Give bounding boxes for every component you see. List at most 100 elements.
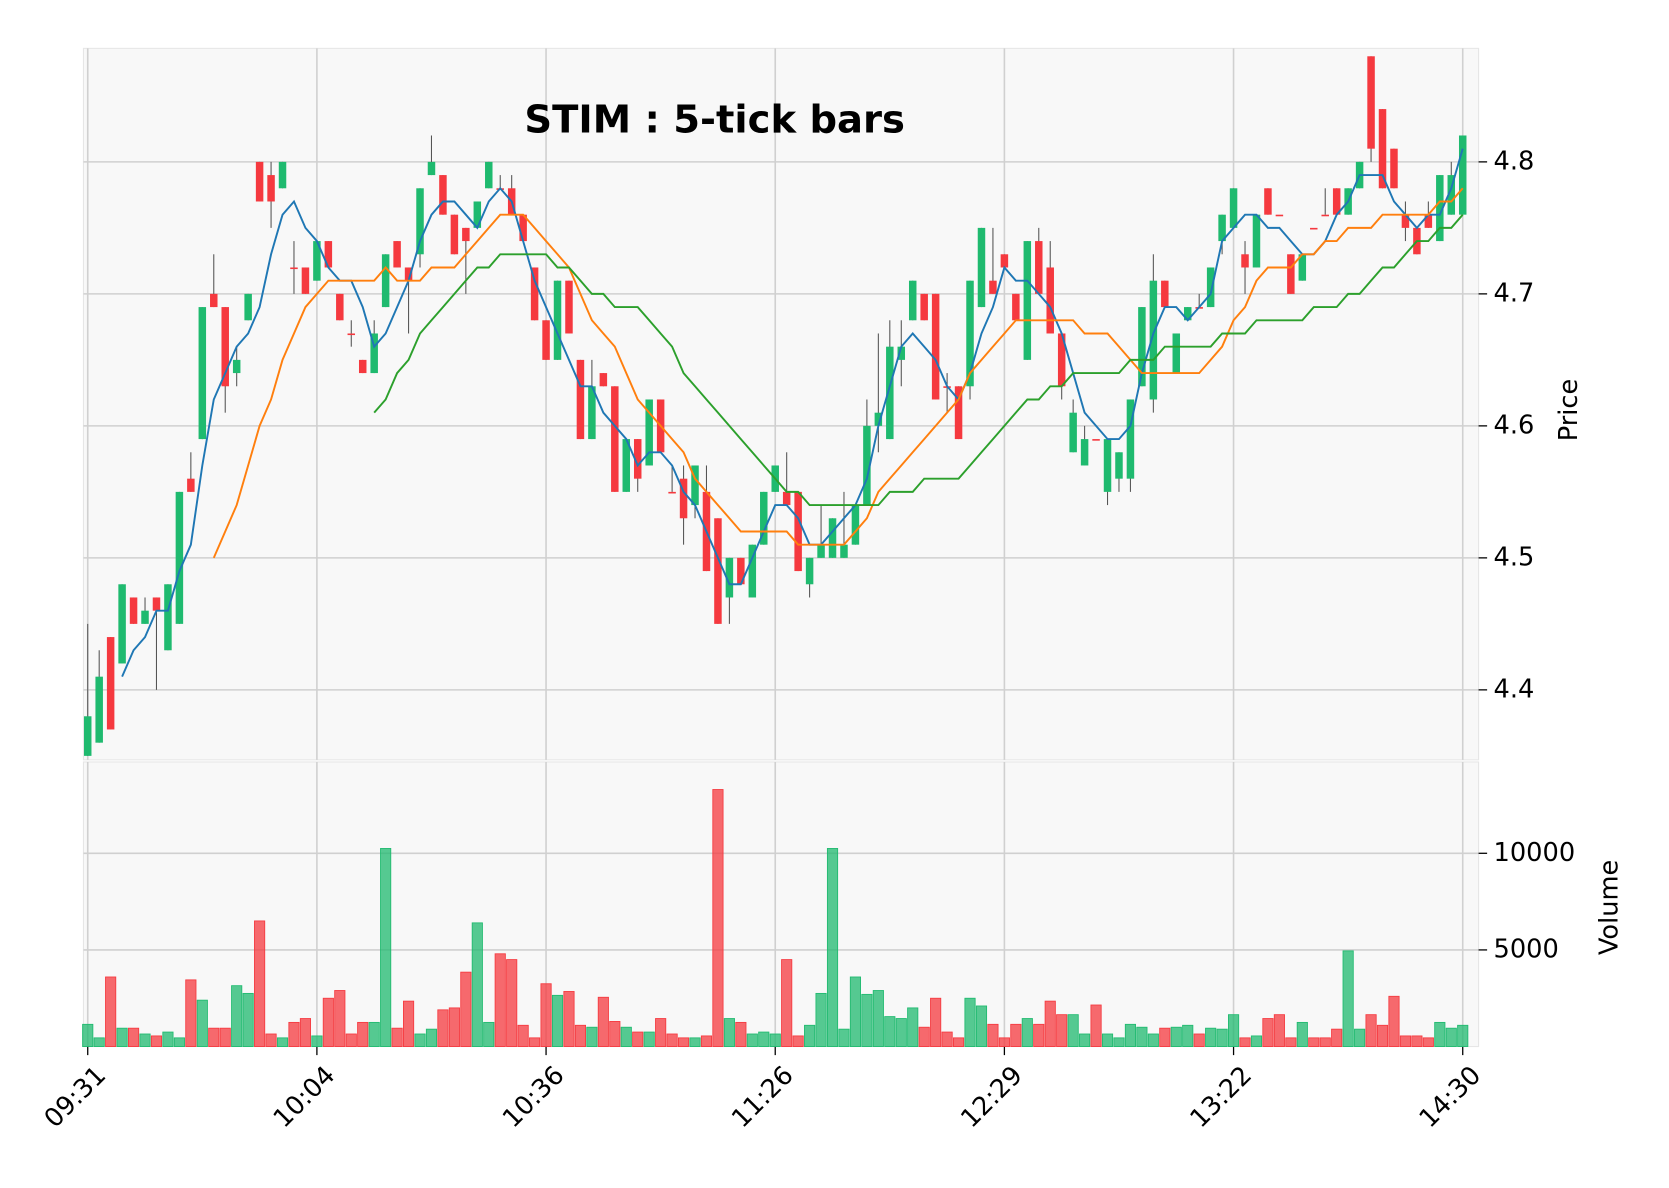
moving-average-line: [373, 214, 1464, 507]
candle-body: [542, 320, 550, 360]
candle-body: [611, 386, 619, 492]
candle-body: [278, 161, 287, 189]
volume-bar: [1101, 1033, 1114, 1047]
volume-bar: [1033, 1023, 1045, 1047]
candle-body: [255, 161, 264, 202]
candle-body: [473, 201, 482, 228]
candle-body: [1000, 254, 1009, 268]
volume-bar: [918, 1026, 930, 1047]
candle-body: [794, 491, 802, 572]
volume-bar: [437, 1009, 449, 1047]
volume-bar: [1067, 1014, 1079, 1047]
candle-body: [760, 491, 768, 545]
volume-bar: [1216, 1028, 1228, 1047]
candle-body: [95, 676, 103, 743]
volume-bar: [483, 1021, 495, 1047]
candle-body: [198, 307, 207, 440]
volume-bar: [460, 971, 472, 1047]
volume-bar: [208, 1027, 220, 1047]
volume-bar: [1388, 995, 1400, 1047]
price-panel: [82, 47, 1480, 761]
candle-body: [805, 557, 814, 585]
volume-bar: [895, 1018, 907, 1047]
volume-axis-label: Volume: [1595, 860, 1625, 955]
candle-body: [1436, 175, 1444, 242]
candle-body: [301, 267, 310, 294]
volume-bar: [139, 1033, 151, 1047]
volume-bar: [551, 994, 564, 1047]
candle-body: [347, 333, 356, 336]
candle-body: [1161, 280, 1169, 308]
candle-body: [645, 399, 653, 466]
volume-bar: [849, 976, 862, 1047]
candle-body: [622, 439, 631, 492]
volume-bar: [1445, 1027, 1457, 1047]
volume-bar: [666, 1033, 678, 1047]
y-tick-label: 4.8: [1494, 146, 1535, 176]
candle-body: [267, 175, 275, 202]
volume-bar: [758, 1031, 770, 1047]
candle-body: [427, 161, 436, 176]
volume-bar: [127, 1027, 140, 1047]
volume-bar: [700, 1035, 713, 1047]
candle-body: [1138, 307, 1146, 387]
volume-bar: [1044, 1000, 1056, 1047]
volume-bar: [150, 1035, 163, 1047]
volume-bar: [609, 1021, 621, 1047]
volume-bar: [677, 1037, 690, 1047]
volume-panel: [82, 761, 1480, 1048]
candle-body: [1206, 267, 1215, 308]
candle-body: [83, 716, 92, 756]
volume-bar: [1113, 1037, 1125, 1047]
volume-bar: [380, 848, 392, 1047]
candle-body: [1390, 148, 1398, 189]
candle-body: [633, 439, 642, 479]
volume-bar: [1285, 1037, 1297, 1047]
candle-body: [1378, 109, 1387, 189]
candle-body: [588, 386, 596, 440]
volume-bar: [563, 991, 575, 1047]
volume-bar: [1376, 1024, 1389, 1047]
volume-bar: [82, 1023, 94, 1047]
volume-bar: [1411, 1035, 1423, 1047]
candle-body: [679, 478, 688, 519]
candle-body: [1287, 254, 1295, 294]
y-tick-label: 10000: [1494, 838, 1576, 868]
candle-body: [576, 359, 585, 440]
marks: [82, 56, 1469, 1047]
volume-bar: [1193, 1033, 1205, 1047]
volume-bar: [872, 990, 884, 1047]
x-tick-label: 11:26: [726, 1060, 799, 1133]
volume-bar: [987, 1023, 999, 1047]
volume-bar: [689, 1037, 701, 1047]
volume-bar: [1147, 1033, 1159, 1047]
volume-bar: [804, 1024, 816, 1047]
candle-body: [851, 505, 860, 545]
candle-body: [782, 491, 791, 506]
volume-bar: [620, 1026, 632, 1047]
volume-bar: [1170, 1026, 1182, 1047]
candle-body: [931, 293, 940, 400]
volume-bar: [506, 959, 518, 1047]
candle-body: [1252, 214, 1261, 268]
volume-bar: [494, 953, 506, 1047]
candle-body: [370, 333, 378, 374]
candle-body: [1183, 307, 1192, 321]
volume-bar: [655, 1018, 667, 1047]
volume-bar: [930, 997, 942, 1047]
volume-bar: [162, 1031, 174, 1047]
candle-body: [874, 412, 883, 426]
volume-bar: [1365, 1014, 1377, 1047]
volume-bar: [998, 1037, 1010, 1047]
volume-bar: [1319, 1037, 1331, 1047]
volume-bar: [1205, 1027, 1217, 1047]
candle-body: [439, 175, 447, 215]
candle-body: [1069, 412, 1077, 453]
volume-bar: [964, 997, 976, 1047]
volume-bar: [1354, 1028, 1366, 1047]
candle-body: [175, 491, 184, 624]
x-tick-label: 14:30: [1414, 1060, 1487, 1133]
candle-body: [1298, 254, 1307, 281]
candle-body: [966, 280, 974, 387]
volume-bar: [1342, 950, 1354, 1047]
